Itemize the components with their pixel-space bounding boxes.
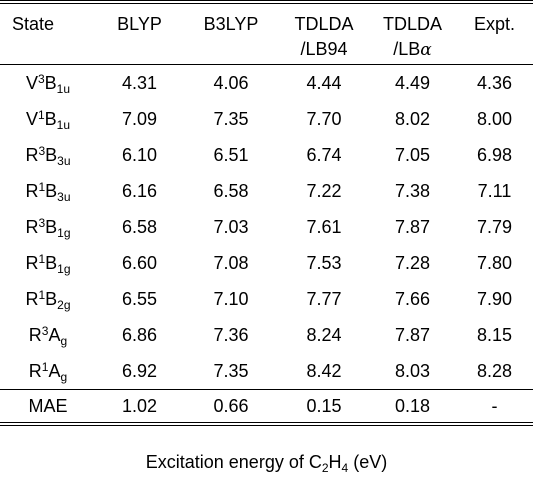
table-row: V1B1u 7.09 7.35 7.70 8.02 8.00 [0,101,533,137]
table-row: R1B3u 6.16 6.58 7.22 7.38 7.11 [0,173,533,209]
value-cell-tdlda-lb94: 7.70 [306,108,342,129]
value-cell-tdlda-lb94: 7.61 [306,216,342,237]
value-cell-tdlda-lbalpha: 7.87 [394,216,431,237]
value-cell-tdlda-lbalpha: 7.05 [394,144,431,165]
value-cell-expt: 8.15 [476,324,513,345]
value-cell-tdlda-lb94: 4.44 [306,72,342,93]
state-cell: R3B3u [25,143,71,168]
value-cell-b3lyp: 6.58 [213,180,249,201]
state-cell: V3B1u [25,71,71,96]
value-cell-b3lyp: 7.35 [213,360,249,381]
value-cell-tdlda-lbalpha: 8.02 [394,108,431,129]
table-row: R1B1g 6.60 7.08 7.53 7.28 7.80 [0,245,533,281]
value-cell-tdlda-lbalpha: 7.38 [394,180,431,201]
column-header-state: State [12,14,55,34]
value-cell-expt: 7.80 [476,252,513,273]
value-cell-tdlda-lbalpha: 8.03 [394,360,431,381]
value-cell-b3lyp: 7.03 [213,216,249,237]
value-cell-blyp: 4.31 [121,72,158,93]
excitation-energy-table: State BLYP B3LYP TDLDA /LB94 TDLDA /LBα [0,4,533,422]
value-cell-tdlda-lbalpha: 7.28 [394,252,431,273]
value-cell-b3lyp: 7.10 [213,288,249,309]
top-rule-2 [0,3,533,4]
value-cell-expt: 7.90 [476,288,513,309]
top-rule-1 [0,0,533,1]
column-header-tdlda-lbalpha: TDLDA /LBα [382,14,442,60]
state-cell: V1B1u [25,107,71,132]
table-caption: Excitation energy of C2H4 (eV) [145,452,388,475]
column-header-b3lyp: B3LYP [203,14,259,34]
mae-value-b3lyp: 0.66 [183,389,279,422]
bottom-rule-2 [0,425,533,426]
value-cell-blyp: 6.16 [121,180,158,201]
value-cell-blyp: 7.09 [121,108,158,129]
state-cell: R1Ag [28,359,68,384]
value-cell-tdlda-lbalpha: 4.49 [394,72,431,93]
value-cell-blyp: 6.55 [121,288,158,309]
value-cell-tdlda-lb94: 8.24 [306,324,342,345]
mae-label: MAE [0,389,96,422]
value-cell-tdlda-lbalpha: 7.87 [394,324,431,345]
mae-value-tdlda-lbalpha: 0.18 [369,389,456,422]
column-header-tdlda-lb94: TDLDA /LB94 [294,14,354,59]
value-cell-b3lyp: 7.35 [213,108,249,129]
value-cell-expt: 7.79 [476,216,513,237]
value-cell-blyp: 6.86 [121,324,158,345]
value-cell-blyp: 6.58 [121,216,158,237]
value-cell-b3lyp: 4.06 [213,72,249,93]
mae-value-tdlda-lb94: 0.15 [279,389,369,422]
state-cell: R3Ag [28,323,68,348]
value-cell-blyp: 6.60 [121,252,158,273]
state-cell: R1B1g [25,251,71,276]
value-cell-blyp: 6.92 [121,360,158,381]
bottom-rule-1 [0,422,533,423]
value-cell-expt: 8.28 [476,360,513,381]
table-row: R3Ag 6.86 7.36 8.24 7.87 8.15 [0,317,533,353]
value-cell-b3lyp: 7.36 [213,324,249,345]
value-cell-expt: 6.98 [476,144,513,165]
mae-value-expt: - [456,389,533,422]
table-row: R3B1g 6.58 7.03 7.61 7.87 7.79 [0,209,533,245]
value-cell-expt: 4.36 [476,72,513,93]
value-cell-tdlda-lb94: 6.74 [306,144,342,165]
state-cell: R1B3u [25,179,71,204]
value-cell-tdlda-lbalpha: 7.66 [394,288,431,309]
value-cell-blyp: 6.10 [121,144,158,165]
state-cell: R1B2g [25,287,71,312]
value-cell-b3lyp: 7.08 [213,252,249,273]
column-header-blyp: BLYP [117,14,162,34]
value-cell-b3lyp: 6.51 [213,144,249,165]
excitation-energy-table-wrapper: State BLYP B3LYP TDLDA /LB94 TDLDA /LBα [0,0,533,426]
mae-value-blyp: 1.02 [96,389,183,422]
table-header-row: State BLYP B3LYP TDLDA /LB94 TDLDA /LBα [0,4,533,65]
value-cell-tdlda-lb94: 7.77 [306,288,342,309]
table-row: V3B1u 4.31 4.06 4.44 4.49 4.36 [0,65,533,102]
mae-row: MAE 1.02 0.66 0.15 0.18- [0,389,533,422]
value-cell-expt: 7.11 [477,180,512,201]
value-cell-tdlda-lb94: 7.22 [306,180,342,201]
state-cell: R3B1g [25,215,71,240]
value-cell-tdlda-lb94: 7.53 [306,252,342,273]
column-header-expt: Expt. [473,14,516,34]
value-cell-tdlda-lb94: 8.42 [306,360,342,381]
table-row: R1Ag 6.92 7.35 8.42 8.03 8.28 [0,353,533,390]
table-row: R1B2g 6.55 7.10 7.77 7.66 7.90 [0,281,533,317]
table-row: R3B3u 6.10 6.51 6.74 7.05 6.98 [0,137,533,173]
value-cell-expt: 8.00 [476,108,513,129]
